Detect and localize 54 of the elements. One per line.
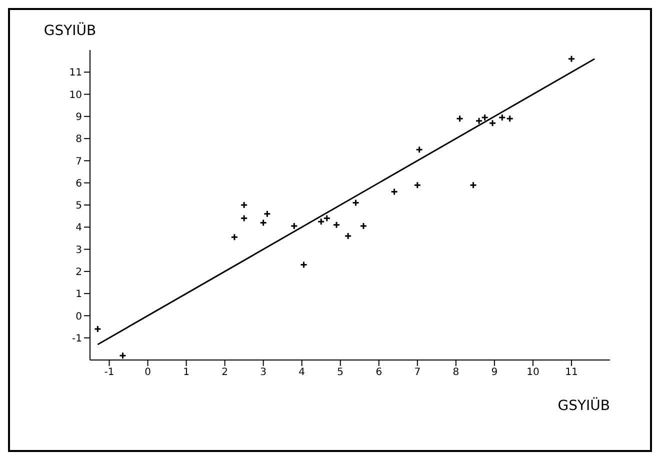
y-tick-label: 0 bbox=[76, 311, 82, 322]
y-tick-label: 7 bbox=[76, 156, 82, 168]
y-tick-label: 4 bbox=[76, 222, 82, 234]
point bbox=[498, 114, 506, 122]
point bbox=[416, 146, 424, 154]
x-tick-label: 11 bbox=[565, 367, 578, 378]
point bbox=[94, 325, 102, 333]
y-tick-label: 8 bbox=[76, 134, 82, 146]
x-tick-label: -1 bbox=[104, 367, 114, 378]
x-tick-label: 0 bbox=[144, 367, 151, 378]
point bbox=[263, 210, 271, 218]
x-tick-label: 10 bbox=[526, 367, 540, 378]
point bbox=[290, 222, 298, 230]
x-tick-label: 4 bbox=[298, 367, 306, 378]
point bbox=[360, 222, 368, 230]
point bbox=[506, 114, 514, 122]
x-tick-label: 2 bbox=[222, 367, 228, 378]
point bbox=[475, 117, 483, 125]
point bbox=[352, 199, 360, 207]
point bbox=[260, 218, 268, 226]
y-tick-label: 11 bbox=[69, 68, 82, 79]
x-tick-label: 8 bbox=[452, 367, 460, 378]
x-tick-label: 5 bbox=[337, 367, 344, 378]
point bbox=[118, 352, 126, 360]
point bbox=[414, 181, 422, 189]
point bbox=[240, 201, 248, 209]
x-tick-label: 3 bbox=[260, 367, 267, 378]
y-tick-label: 2 bbox=[76, 266, 82, 278]
x-tick-label: 9 bbox=[491, 367, 498, 378]
y-tick-label: 9 bbox=[76, 112, 82, 123]
point bbox=[488, 119, 496, 127]
point bbox=[344, 232, 352, 240]
y-tick-label: 1 bbox=[76, 289, 82, 300]
point bbox=[230, 233, 238, 241]
point bbox=[323, 214, 331, 222]
y-tick-label: 10 bbox=[69, 90, 82, 101]
point bbox=[317, 218, 325, 226]
x-tick-label: 6 bbox=[376, 367, 382, 378]
x-tick-label: 1 bbox=[183, 367, 190, 378]
point bbox=[300, 261, 308, 269]
y-tick-label: -1 bbox=[72, 333, 82, 344]
point bbox=[481, 114, 489, 122]
x-tick-label: 7 bbox=[414, 367, 421, 378]
point bbox=[390, 188, 398, 196]
point bbox=[470, 181, 478, 189]
y-axis-title: GSYIÜB bbox=[44, 22, 96, 39]
point bbox=[332, 221, 340, 229]
y-tick-label: 3 bbox=[76, 244, 82, 256]
y-tick-label: 5 bbox=[76, 200, 82, 212]
point bbox=[568, 55, 576, 63]
point bbox=[240, 214, 248, 222]
y-tick-label: 6 bbox=[76, 178, 82, 190]
x-axis-title: GSYIÜB bbox=[558, 397, 610, 414]
point bbox=[456, 114, 464, 122]
